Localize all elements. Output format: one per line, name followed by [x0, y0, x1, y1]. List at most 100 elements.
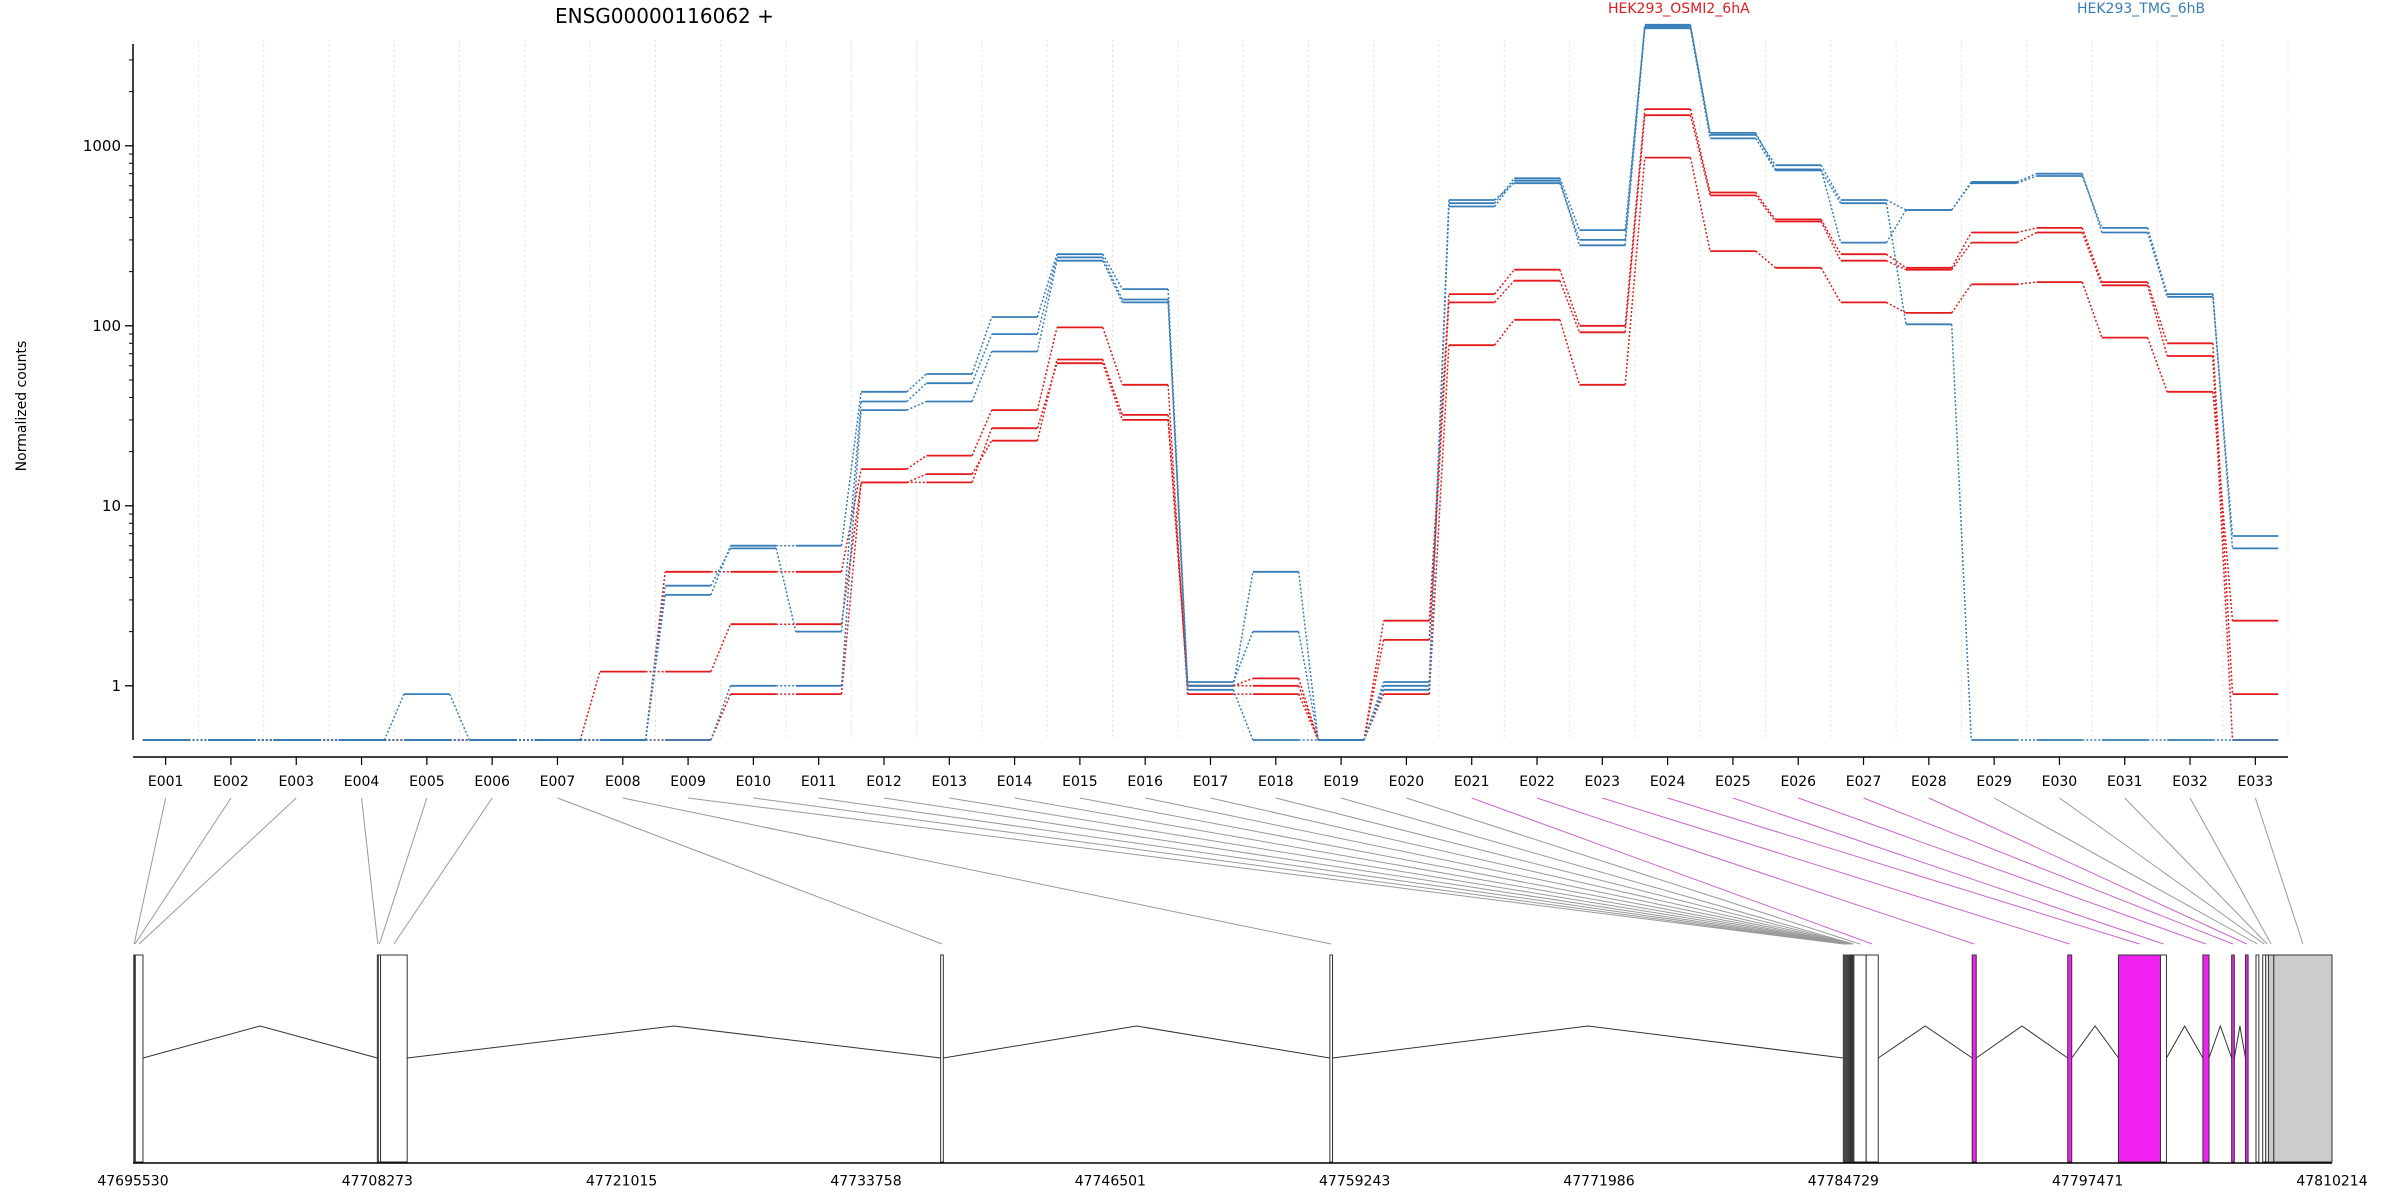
genome-coordinate-label: 47695530: [97, 1174, 168, 1190]
series-lines: [142, 23, 2279, 741]
exon-box: [2067, 954, 2073, 1163]
exon-box: [1329, 954, 1334, 1163]
x-tick-label: E011: [801, 774, 837, 790]
series-line: [142, 23, 2279, 741]
connector-line: [1667, 797, 2140, 945]
connector-line: [1602, 797, 2070, 945]
series-line: [142, 25, 2279, 741]
connector-line: [949, 797, 1848, 945]
intron-line: [2233, 1025, 2246, 1059]
genome-coordinate-label: 47759243: [1319, 1174, 1390, 1190]
genome-coordinate-label: 47797471: [2052, 1174, 2123, 1190]
x-tick-label: E006: [474, 774, 510, 790]
series-step: [188, 108, 2234, 741]
x-tick-label: E022: [1519, 774, 1555, 790]
connector-line: [2254, 797, 2304, 945]
gene-model: 47695530 47708273 47721015 47733758 47746501…: [97, 954, 2368, 1190]
x-tick-label: E007: [540, 774, 576, 790]
y-tick-label: 100: [92, 317, 121, 335]
x-tick-label: E010: [736, 774, 772, 790]
genome-coordinate-label: 47708273: [342, 1174, 413, 1190]
x-tick-label: E008: [605, 774, 641, 790]
exon-connectors: [133, 797, 2304, 945]
intron-line: [1332, 1025, 1844, 1059]
x-tick-label: E014: [997, 774, 1033, 790]
x-tick-label: E003: [278, 774, 314, 790]
genome-coordinate-label: 47721015: [586, 1174, 657, 1190]
exon-box: [2267, 954, 2275, 1163]
series-step: [188, 28, 2233, 741]
x-tick-label: E019: [1323, 774, 1359, 790]
connector-line: [2189, 797, 2272, 945]
series-line: [142, 114, 2279, 741]
exon-box: [2160, 954, 2167, 1163]
connector-line: [1471, 797, 1873, 945]
connector-line: [1798, 797, 2207, 945]
connector-line: [1863, 797, 2234, 945]
intron-line: [943, 1025, 1330, 1059]
exon-box: [380, 954, 408, 1163]
connector-line: [557, 797, 943, 945]
exon-box: [1853, 954, 1867, 1163]
genome-coordinate-label: 47746501: [1075, 1174, 1146, 1190]
x-tick-label: E030: [2042, 774, 2078, 790]
x-tick-label: E017: [1193, 774, 1229, 790]
connector-line: [133, 797, 167, 945]
exon-box: [2255, 954, 2260, 1163]
connector-line: [134, 797, 232, 945]
x-tick-label: E027: [1846, 774, 1882, 790]
exon-box: [2118, 954, 2162, 1163]
x-tick-label: E005: [409, 774, 445, 790]
connector-line: [818, 797, 1846, 945]
connector-line: [1210, 797, 1852, 945]
connector-line: [138, 797, 297, 945]
x-tick-label: E004: [344, 774, 380, 790]
genome-coordinate-label: 47784729: [1808, 1174, 1879, 1190]
connector-line: [1014, 797, 1849, 945]
connector-line: [753, 797, 1845, 945]
exon-box: [940, 954, 944, 1163]
series-step: [188, 26, 2234, 741]
x-tick-label: E028: [1911, 774, 1947, 790]
x-tick-label: E013: [931, 774, 967, 790]
y-axis-label: Normalized counts: [14, 341, 30, 472]
genome-coordinate-label: 47733758: [830, 1174, 901, 1190]
exon-box: [2273, 954, 2333, 1163]
connector-line: [622, 797, 1332, 945]
connector-line: [1145, 797, 1851, 945]
exon-box: [1865, 954, 1879, 1163]
intron-line: [407, 1025, 941, 1059]
x-tick-label: E023: [1585, 774, 1621, 790]
x-tick-label: E002: [213, 774, 249, 790]
genome-coordinate-label: 47771986: [1563, 1174, 1634, 1190]
series-step: [188, 157, 2234, 741]
legend-osmi2: HEK293_OSMI2_6hA: [1608, 1, 1750, 17]
exon-box: [1971, 954, 1977, 1163]
y-tick-label: 1000: [83, 137, 121, 155]
x-tick-label: E026: [1780, 774, 1816, 790]
chart-title: ENSG00000116062 +: [555, 4, 774, 28]
connector-line: [1275, 797, 1853, 945]
connector-line: [1340, 797, 1854, 945]
x-tick-label: E021: [1454, 774, 1490, 790]
x-tick-label: E029: [1976, 774, 2012, 790]
x-tick-label: E025: [1715, 774, 1751, 790]
x-tick-label: E001: [148, 774, 184, 790]
connector-line: [2124, 797, 2268, 945]
connector-line: [1406, 797, 1861, 945]
series-step: [188, 115, 2234, 741]
exon-box: [2231, 954, 2235, 1163]
series-step: [188, 24, 2234, 741]
x-tick-label: E016: [1127, 774, 1163, 790]
connector-line: [883, 797, 1847, 945]
x-tick-label: E015: [1062, 774, 1098, 790]
grid: [132, 40, 2289, 740]
x-tick-label: E031: [2107, 774, 2143, 790]
exon-box: [2244, 954, 2249, 1163]
connector-line: [688, 797, 1844, 945]
genome-coordinate-label: 47810214: [2296, 1174, 2367, 1190]
connector-line: [361, 797, 379, 945]
intron-line: [2166, 1024, 2204, 1059]
intron-line: [142, 1025, 378, 1059]
connector-line: [1993, 797, 2258, 945]
